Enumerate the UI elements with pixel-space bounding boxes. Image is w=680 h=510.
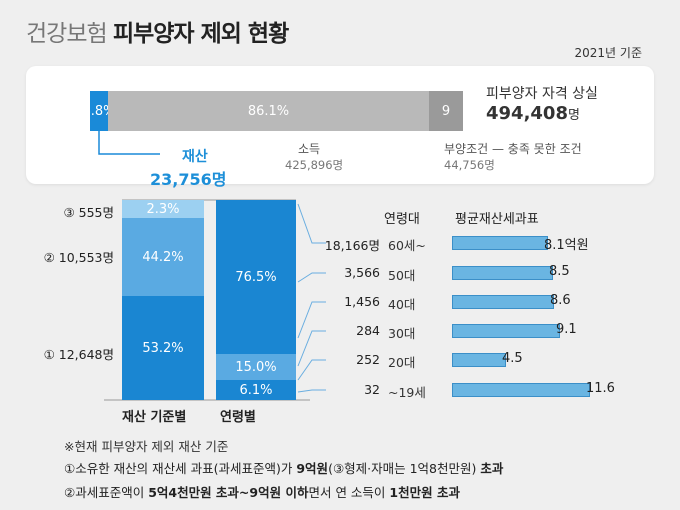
- tax-value-1: 8.5: [549, 264, 570, 279]
- asset-count: 23,756명: [150, 170, 227, 189]
- notes-header: ※현재 피부양자 제외 재산 기준: [64, 439, 229, 454]
- age-category-2: 40대: [388, 297, 416, 312]
- dependency-label: 부양조건 — 충족 못한 조건: [444, 142, 582, 156]
- age-connector-2: [297, 301, 326, 339]
- age-connector-5: [297, 389, 326, 393]
- age-category-5: ~19세: [388, 385, 426, 400]
- age-count-2: 1,456: [344, 294, 380, 309]
- age-count-0: 18,166명: [324, 238, 380, 253]
- tax-bar-0: [452, 236, 548, 250]
- tax-bar-3: [452, 324, 560, 338]
- notes-line2-a: ②과세표준액이: [64, 485, 149, 500]
- tax-value-4: 4.5: [502, 351, 523, 366]
- notes-line2-d: 1천만원 초과: [389, 485, 460, 500]
- tax-value-5: 11.6: [586, 381, 615, 396]
- age-count-3: 284: [356, 323, 380, 338]
- total-bar-seg-1: 86.1%: [108, 91, 429, 131]
- tax-bar-1: [452, 266, 553, 280]
- age-seg-19: 6.1%: [216, 380, 296, 400]
- notes-line2-c: 면서 연 소득이: [308, 485, 390, 500]
- notes-line1-a: ①소유한 재산의 재산세 과표(과세표준액)가: [64, 461, 297, 476]
- tax-value-0: 8.1억원: [544, 238, 589, 253]
- tax-header: 평균재산세과표: [455, 212, 539, 227]
- tax-value-2: 8.6: [550, 293, 571, 308]
- dependency-count: 44,756명: [444, 158, 495, 172]
- total-value: 494,408명: [486, 103, 580, 124]
- page-title: 건강보험 피부양자 제외 현황: [26, 14, 289, 48]
- age-column-xlabel: 연령별: [220, 410, 256, 425]
- age-connector-lines: [297, 203, 326, 393]
- asset-leader-line: [98, 131, 160, 155]
- notes-line1: ①소유한 재산의 재산세 과표(과세표준액)가 9억원(③형제·자매는 1억8천…: [64, 458, 503, 477]
- tax-value-3: 9.1: [556, 322, 577, 337]
- age-connector-3: [297, 330, 326, 367]
- tax-bar-4: [452, 353, 506, 367]
- age-seg-mid: 15.0%: [216, 354, 296, 380]
- asset-seg-3: 2.3%: [122, 200, 204, 218]
- total-bar-seg-2: 9: [429, 91, 463, 131]
- age-category-1: 50대: [388, 268, 416, 283]
- age-category-4: 20대: [388, 355, 416, 370]
- age-count-4: 252: [356, 352, 380, 367]
- notes-line1-b: 9억원: [296, 461, 329, 476]
- notes-line1-d: 초과: [480, 461, 504, 476]
- title-part1: 건강보험: [26, 21, 108, 47]
- age-count-5: 32: [364, 382, 380, 397]
- income-count: 425,896명: [285, 158, 344, 172]
- age-connector-1: [297, 272, 326, 283]
- total-label: 피부양자 자격 상실: [486, 86, 598, 102]
- tax-bar-2: [452, 295, 554, 309]
- asset-seg-2-label: ② 10,553명: [43, 250, 114, 265]
- title-part2: 피부양자 제외 현황: [112, 21, 289, 47]
- asset-column-xlabel: 재산 기준별: [122, 410, 187, 425]
- total-bar-seg-0: 4.8%: [82, 91, 116, 131]
- age-count-1: 3,566: [344, 265, 380, 280]
- age-category-3: 30대: [388, 326, 416, 341]
- age-category-0: 60세~: [388, 238, 426, 253]
- age-connector-4: [297, 359, 326, 381]
- asset-label: 재산: [182, 149, 208, 165]
- tax-bar-5: [452, 383, 590, 397]
- total-unit: 명: [567, 108, 580, 123]
- age-connector-0: [297, 203, 326, 244]
- asset-seg-2: 44.2%: [122, 218, 204, 296]
- income-label: 소득: [298, 142, 321, 156]
- asset-seg-3-label: ③ 555명: [63, 205, 114, 220]
- age-seg-60: 76.5%: [216, 200, 296, 354]
- notes-line2-b: 5억4천만원 초과~9억원 이하: [148, 485, 309, 500]
- notes-line1-c: (③형제·자매는 1억8천만원): [328, 461, 481, 476]
- year-note: 2021년 기준: [574, 46, 642, 60]
- total-number: 494,408: [486, 103, 568, 124]
- age-header: 연령대: [384, 212, 420, 227]
- asset-seg-1: 53.2%: [122, 296, 204, 400]
- notes-line2: ②과세표준액이 5억4천만원 초과~9억원 이하면서 연 소득이 1천만원 초과: [64, 482, 460, 501]
- asset-seg-1-label: ① 12,648명: [43, 347, 114, 362]
